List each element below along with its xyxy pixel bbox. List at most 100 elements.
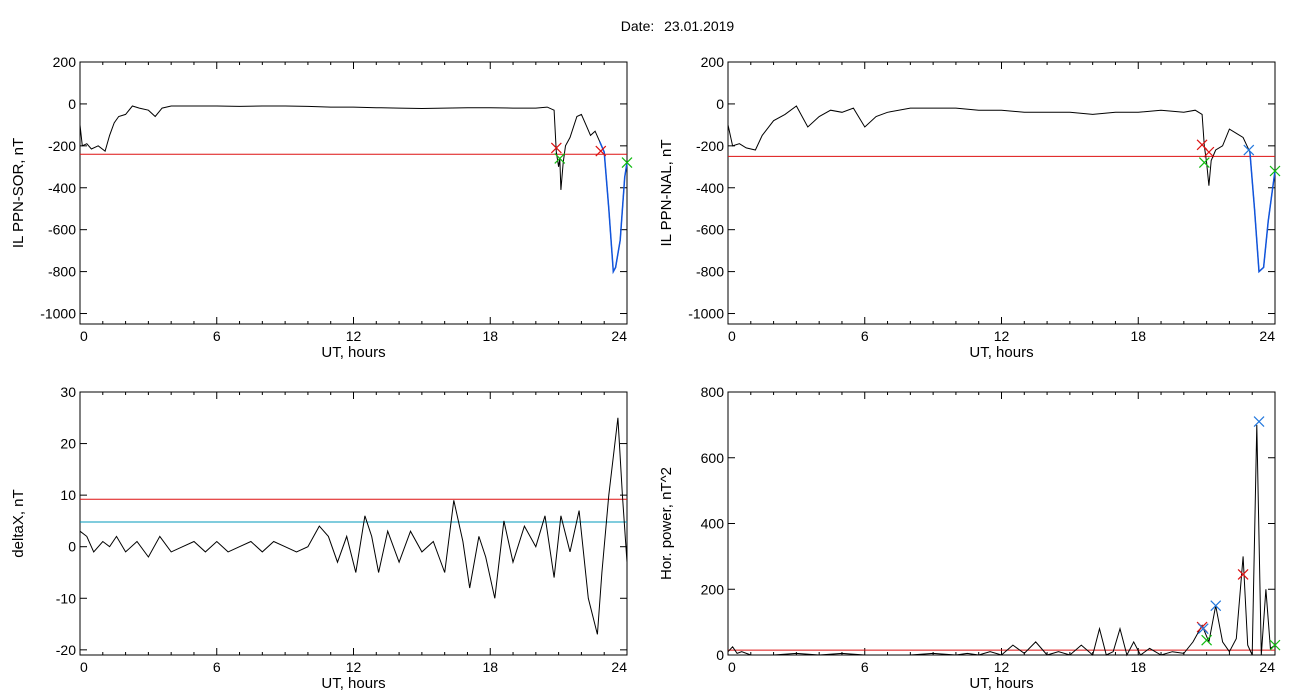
x-tick-label: 18	[482, 328, 498, 344]
x-tick-label: 0	[728, 659, 736, 675]
y-tick-label: 600	[701, 450, 725, 466]
x-tick-label: 18	[1130, 659, 1146, 675]
event-marker	[1197, 623, 1209, 635]
y-tick-label: -800	[696, 264, 724, 280]
x-axis-label: UT, hours	[969, 675, 1033, 692]
series-line	[79, 417, 628, 635]
event-marker	[621, 157, 633, 169]
event-marker-stroke	[1196, 139, 1208, 151]
y-tick-label: -20	[56, 642, 76, 658]
event-marker-stroke	[1203, 146, 1215, 158]
event-marker	[1243, 144, 1255, 156]
chart-hor-power: 0 6 12 18 24 800 600 400 200 0 UT, hours Hor. power…	[658, 384, 1281, 692]
plot-frame	[79, 391, 628, 656]
y-axis-label: Hor. power, nT^2	[658, 467, 675, 580]
y-tick-label: -1000	[40, 306, 76, 322]
x-tick-label: 12	[994, 328, 1010, 344]
y-axis-label: IL PPN-NAL, nT	[658, 140, 675, 247]
event-marker	[1198, 157, 1210, 169]
x-tick-label: 6	[213, 328, 221, 344]
event-marker	[1269, 639, 1281, 651]
x-tick-label: 18	[1130, 328, 1146, 344]
y-tick-label: 20	[60, 436, 76, 452]
chart-il-nal: 0 6 12 18 24 200 0 -200 -400 -600 -800 -1000 UT, hou…	[658, 54, 1281, 361]
chart-deltax: 0 6 12 18 24 30 20 10 0 -10 -20 UT, hours deltaX, nT	[10, 384, 628, 692]
event-marker	[1237, 569, 1249, 580]
x-axis-label: UT, hours	[969, 344, 1033, 361]
event-marker-stroke	[1269, 639, 1281, 651]
event-marker-stroke	[621, 157, 633, 169]
y-tick-label: -200	[48, 138, 76, 154]
event-marker-stroke	[1198, 157, 1210, 169]
y-tick-label: -400	[48, 180, 76, 196]
y-axis-label: IL PPN-SOR, nT	[10, 138, 27, 248]
x-tick-label: 6	[213, 659, 221, 675]
y-tick-label: -800	[48, 264, 76, 280]
event-segment	[1249, 152, 1276, 274]
x-tick-label: 24	[611, 659, 627, 675]
x-tick-label: 24	[1259, 659, 1275, 675]
event-marker-stroke	[1201, 634, 1213, 646]
y-tick-label: 10	[60, 487, 76, 503]
x-tick-label: 24	[611, 328, 627, 344]
x-tick-label: 6	[861, 328, 869, 344]
x-tick-label: 18	[482, 659, 498, 675]
date-value: 23.01.2019	[664, 18, 735, 34]
event-marker	[1201, 634, 1213, 646]
x-axis-label: UT, hours	[321, 344, 385, 361]
y-tick-label: 0	[716, 96, 724, 112]
event-marker-stroke	[1237, 569, 1249, 580]
y-tick-label: 0	[716, 647, 724, 663]
event-marker	[554, 152, 566, 164]
y-axis-label: deltaX, nT	[10, 489, 27, 557]
series-line	[727, 105, 1276, 273]
x-tick-label: 12	[346, 659, 362, 675]
y-tick-label: 0	[68, 96, 76, 112]
chart-il-sor: 0 6 12 18 24 200 0 -200 -400 -600 -800 -1000 UT, hou…	[10, 54, 633, 361]
y-tick-label: -600	[48, 222, 76, 238]
event-marker	[550, 142, 562, 154]
y-tick-label: -1000	[688, 306, 724, 322]
event-marker-stroke	[1243, 144, 1255, 156]
x-tick-label: 12	[346, 328, 362, 344]
y-tick-label: 30	[60, 384, 76, 400]
y-tick-label: 200	[701, 54, 725, 70]
date-label: Date:	[620, 18, 655, 34]
series-line	[727, 424, 1276, 657]
x-tick-label: 6	[861, 659, 869, 675]
y-tick-label: 800	[701, 384, 725, 400]
event-marker	[1203, 146, 1215, 158]
event-segment	[599, 141, 628, 275]
y-tick-label: 200	[53, 54, 77, 70]
y-tick-label: -10	[56, 590, 76, 606]
plot-frame	[727, 61, 1276, 325]
event-marker	[1269, 165, 1281, 177]
event-marker-stroke	[554, 152, 566, 164]
y-tick-label: -200	[696, 138, 724, 154]
y-tick-label: 0	[68, 539, 76, 555]
plot-frame	[79, 61, 628, 325]
event-marker-stroke	[595, 145, 607, 157]
event-marker	[1253, 416, 1265, 428]
series-line	[79, 105, 628, 274]
x-tick-label: 0	[80, 328, 88, 344]
x-tick-label: 0	[728, 328, 736, 344]
x-axis-label: UT, hours	[321, 675, 385, 692]
x-tick-label: 0	[80, 659, 88, 675]
x-tick-label: 12	[994, 659, 1010, 675]
event-marker-stroke	[550, 142, 562, 154]
y-tick-label: -600	[696, 222, 724, 238]
event-marker-stroke	[1253, 416, 1265, 428]
event-marker-stroke	[1269, 165, 1281, 177]
event-marker	[1210, 600, 1222, 612]
x-tick-label: 24	[1259, 328, 1275, 344]
event-marker	[595, 145, 607, 157]
y-tick-label: 400	[701, 516, 725, 532]
y-tick-label: 200	[701, 581, 725, 597]
y-tick-label: -400	[696, 180, 724, 196]
figure-date: Date: 23.01.2019	[0, 18, 1300, 34]
plot-frame	[727, 391, 1276, 656]
event-marker-stroke	[1210, 600, 1222, 612]
event-marker-stroke	[1197, 623, 1209, 635]
